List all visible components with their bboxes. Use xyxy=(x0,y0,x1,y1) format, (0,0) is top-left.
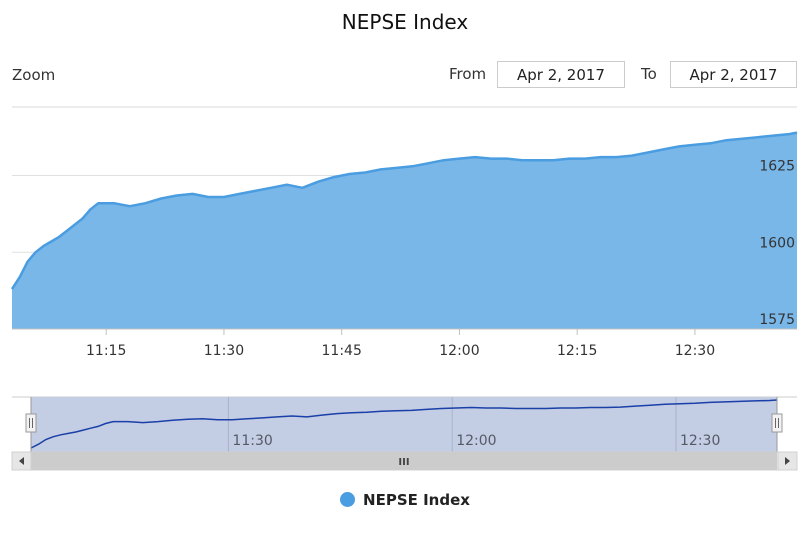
to-label: To xyxy=(641,65,657,83)
legend[interactable]: NEPSE Index xyxy=(0,491,810,509)
plot-area xyxy=(10,131,798,330)
series-area xyxy=(12,132,797,329)
from-label: From xyxy=(449,65,487,83)
series-line xyxy=(10,131,798,290)
navigator-tick-label: 12:30 xyxy=(680,433,720,449)
legend-marker-icon xyxy=(340,492,356,507)
x-axis-ticks: 11:15 11:30 11:45 12:00 12:15 12:30 xyxy=(86,329,715,359)
navigator-selected-range[interactable] xyxy=(31,397,777,452)
x-tick-label: 12:30 xyxy=(675,343,715,359)
y-tick-label: 1625 xyxy=(759,159,795,175)
x-tick-label: 11:15 xyxy=(86,343,126,359)
scrollbar-grip: III xyxy=(398,457,409,468)
navigator-series xyxy=(30,399,778,449)
navigator-gridlines xyxy=(227,397,677,452)
from-date-input[interactable]: Apr 2, 2017 xyxy=(497,61,625,88)
navigator-ticks: 11:30 12:00 12:30 xyxy=(232,433,720,449)
navigator-tick-label: 11:30 xyxy=(232,433,272,449)
navigator-tick-label: 12:00 xyxy=(456,433,496,449)
x-tick-label: 11:30 xyxy=(204,343,244,359)
navigator[interactable]: 11:30 12:00 12:30 xyxy=(12,396,797,452)
navigator-left-handle[interactable] xyxy=(25,413,37,433)
navigator-right-handle[interactable] xyxy=(771,413,783,433)
to-date-input[interactable]: Apr 2, 2017 xyxy=(670,61,797,88)
x-tick-label: 12:15 xyxy=(557,343,597,359)
scroll-right-arrow[interactable] xyxy=(777,451,798,471)
scrollbar-thumb[interactable] xyxy=(31,452,777,470)
x-tick-label: 11:45 xyxy=(322,343,362,359)
chart-title: NEPSE Index xyxy=(341,10,469,34)
x-tick-label: 12:00 xyxy=(439,343,479,359)
y-axis-ticks: 1575 1600 1625 xyxy=(759,159,795,328)
scrollbar[interactable]: III xyxy=(11,451,798,471)
navigator-line xyxy=(30,399,778,449)
legend-label: NEPSE Index xyxy=(363,491,470,509)
zoom-label: Zoom xyxy=(12,66,56,84)
y-tick-label: 1600 xyxy=(759,235,795,251)
y-tick-label: 1575 xyxy=(759,312,795,328)
scroll-left-arrow[interactable] xyxy=(11,451,32,471)
